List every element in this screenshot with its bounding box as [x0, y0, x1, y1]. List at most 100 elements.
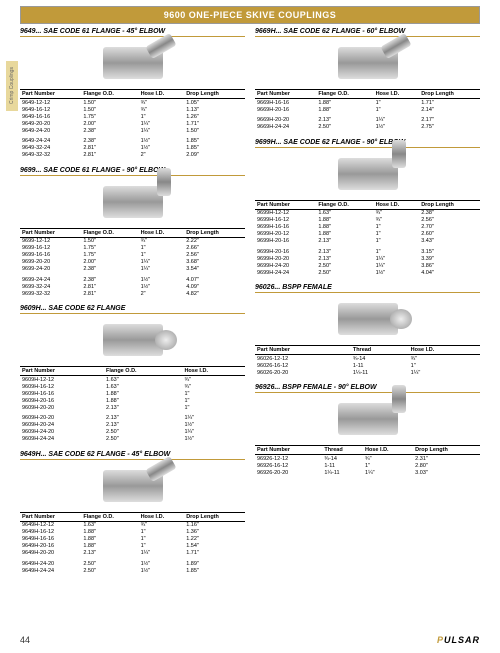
- cell: 9699H-20-16: [255, 245, 316, 256]
- product-image: [20, 316, 245, 364]
- col-header: Part Number: [20, 90, 81, 99]
- section-title: 9669H... SAE CODE 62 FLANGE - 60° ELBOW: [255, 28, 480, 37]
- col-header: Drop Length: [184, 512, 245, 521]
- cell: 1": [182, 397, 245, 404]
- cell: 9699-20-20: [20, 259, 81, 266]
- spec-table: Part NumberThreadHose I.D.96026-12-12¾-1…: [255, 345, 480, 376]
- col-header: Part Number: [20, 512, 81, 521]
- col-header: Flange O.D.: [104, 367, 182, 376]
- cell: 2.13": [104, 422, 182, 429]
- table-row: 9609H-20-242.13"1½": [20, 422, 245, 429]
- table-row: 9649H-20-161.88"1"1.54": [20, 543, 245, 550]
- col-header: Part Number: [255, 90, 316, 99]
- col-header: Hose I.D.: [139, 512, 185, 521]
- table-row: 96926-20-201¼-111¼"3.03": [255, 469, 480, 476]
- cell: 2.60": [419, 231, 480, 238]
- col-header: Thread: [322, 446, 363, 455]
- cell: 9699-12-12: [20, 237, 81, 245]
- table-row: 96026-12-12¾-14¾": [255, 355, 480, 363]
- table-row: 9699-20-202.00"1¼"3.68": [20, 259, 245, 266]
- cell: 1½": [139, 273, 185, 284]
- cell: 1.16": [184, 521, 245, 529]
- cell: 2.70": [419, 224, 480, 231]
- table-row: 9699-12-121.50"¾"2.22": [20, 237, 245, 245]
- cell: 1-11: [322, 462, 363, 469]
- table-row: 9649H-24-202.50"1½"1.89": [20, 557, 245, 568]
- cell: 1": [374, 224, 420, 231]
- cell: 2.50": [104, 436, 182, 443]
- cell: 1.88": [316, 99, 373, 107]
- cell: 1¼": [139, 550, 185, 557]
- cell: 9699H-20-12: [255, 231, 316, 238]
- cell: ¾": [139, 106, 185, 113]
- col-header: Part Number: [20, 228, 81, 237]
- table-row: 9649-16-161.75"1"1.26": [20, 113, 245, 120]
- product-image: [20, 39, 245, 87]
- spec-table: Part NumberFlange O.D.Hose I.D.Drop Leng…: [20, 512, 245, 575]
- product-section: 9609H... SAE CODE 62 FLANGEPart NumberFl…: [20, 305, 245, 443]
- product-image: [255, 39, 480, 87]
- table-row: 9699H-24-202.50"1¼"3.86": [255, 262, 480, 269]
- cell: 9669H-20-16: [255, 106, 316, 113]
- cell: ¾-14: [322, 455, 363, 463]
- cell: 1.26": [184, 113, 245, 120]
- cell: 2": [139, 152, 185, 159]
- cell: 1.63": [104, 383, 182, 390]
- cell: 1": [374, 245, 420, 256]
- col-header: Hose I.D.: [409, 346, 480, 355]
- page-number: 44: [20, 635, 30, 645]
- cell: 1.63": [104, 376, 182, 384]
- cell: 9649H-12-12: [20, 521, 81, 529]
- cell: ¾": [409, 355, 480, 363]
- table-row: 9649H-24-242.50"1½"1.85": [20, 567, 245, 574]
- cell: 9649-16-16: [20, 113, 81, 120]
- table-row: 96926-16-121-111"2.80": [255, 462, 480, 469]
- cell: 1": [374, 106, 420, 113]
- cell: 2.50": [316, 124, 373, 131]
- table-row: 9609H-12-121.63"¾": [20, 376, 245, 384]
- cell: 1": [182, 404, 245, 411]
- product-image: [255, 150, 480, 198]
- table-row: 9699-16-161.75"1"2.56": [20, 252, 245, 259]
- cell: 1-11: [351, 362, 409, 369]
- cell: 9649H-24-24: [20, 567, 81, 574]
- col-header: Hose I.D.: [182, 367, 245, 376]
- section-title: 9649... SAE CODE 61 FLANGE - 45° ELBOW: [20, 28, 245, 37]
- cell: ¾": [139, 99, 185, 107]
- cell: 1.88": [81, 543, 138, 550]
- cell: 1.63": [316, 209, 373, 217]
- cell: 1": [139, 252, 185, 259]
- cell: 1½": [139, 557, 185, 568]
- cell: 9609H-12-12: [20, 376, 104, 384]
- cell: 2.00": [81, 120, 138, 127]
- cell: 1¼": [374, 113, 420, 124]
- cell: 1.88": [316, 106, 373, 113]
- cell: ¾-14: [351, 355, 409, 363]
- cell: 9669H-24-24: [255, 124, 316, 131]
- cell: 1¼-11: [322, 469, 363, 476]
- table-row: 9609H-20-161.88"1": [20, 397, 245, 404]
- cell: 2.50": [316, 262, 373, 269]
- cell: 9649H-24-20: [20, 557, 81, 568]
- cell: 1.88": [316, 231, 373, 238]
- cell: 9699-24-24: [20, 273, 81, 284]
- cell: 2": [139, 290, 185, 297]
- cell: 1¼-11: [351, 369, 409, 376]
- cell: 9609H-24-20: [20, 429, 104, 436]
- cell: 3.68": [184, 259, 245, 266]
- cell: 9649-20-20: [20, 120, 81, 127]
- cell: 9649-16-12: [20, 106, 81, 113]
- cell: 2.66": [184, 245, 245, 252]
- cell: 1": [139, 543, 185, 550]
- col-header: Hose I.D.: [374, 90, 420, 99]
- table-row: 9649-20-202.00"1¼"1.71": [20, 120, 245, 127]
- cell: 1.88": [104, 390, 182, 397]
- col-header: Thread: [351, 346, 409, 355]
- cell: 9649H-16-16: [20, 536, 81, 543]
- cell: 96026-16-12: [255, 362, 351, 369]
- cell: 2.50": [81, 567, 138, 574]
- cell: 9649H-16-12: [20, 529, 81, 536]
- cell: 2.14": [419, 106, 480, 113]
- col-header: Drop Length: [413, 446, 480, 455]
- cell: 1": [139, 529, 185, 536]
